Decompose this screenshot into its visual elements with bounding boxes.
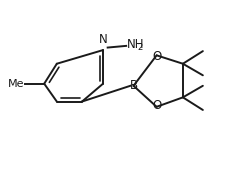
Text: O: O [152, 50, 161, 63]
Text: Me: Me [8, 79, 24, 89]
Text: NH: NH [127, 38, 145, 51]
Text: O: O [152, 99, 161, 112]
Text: N: N [99, 33, 108, 46]
Text: B: B [129, 79, 138, 92]
Text: 2: 2 [137, 44, 142, 53]
